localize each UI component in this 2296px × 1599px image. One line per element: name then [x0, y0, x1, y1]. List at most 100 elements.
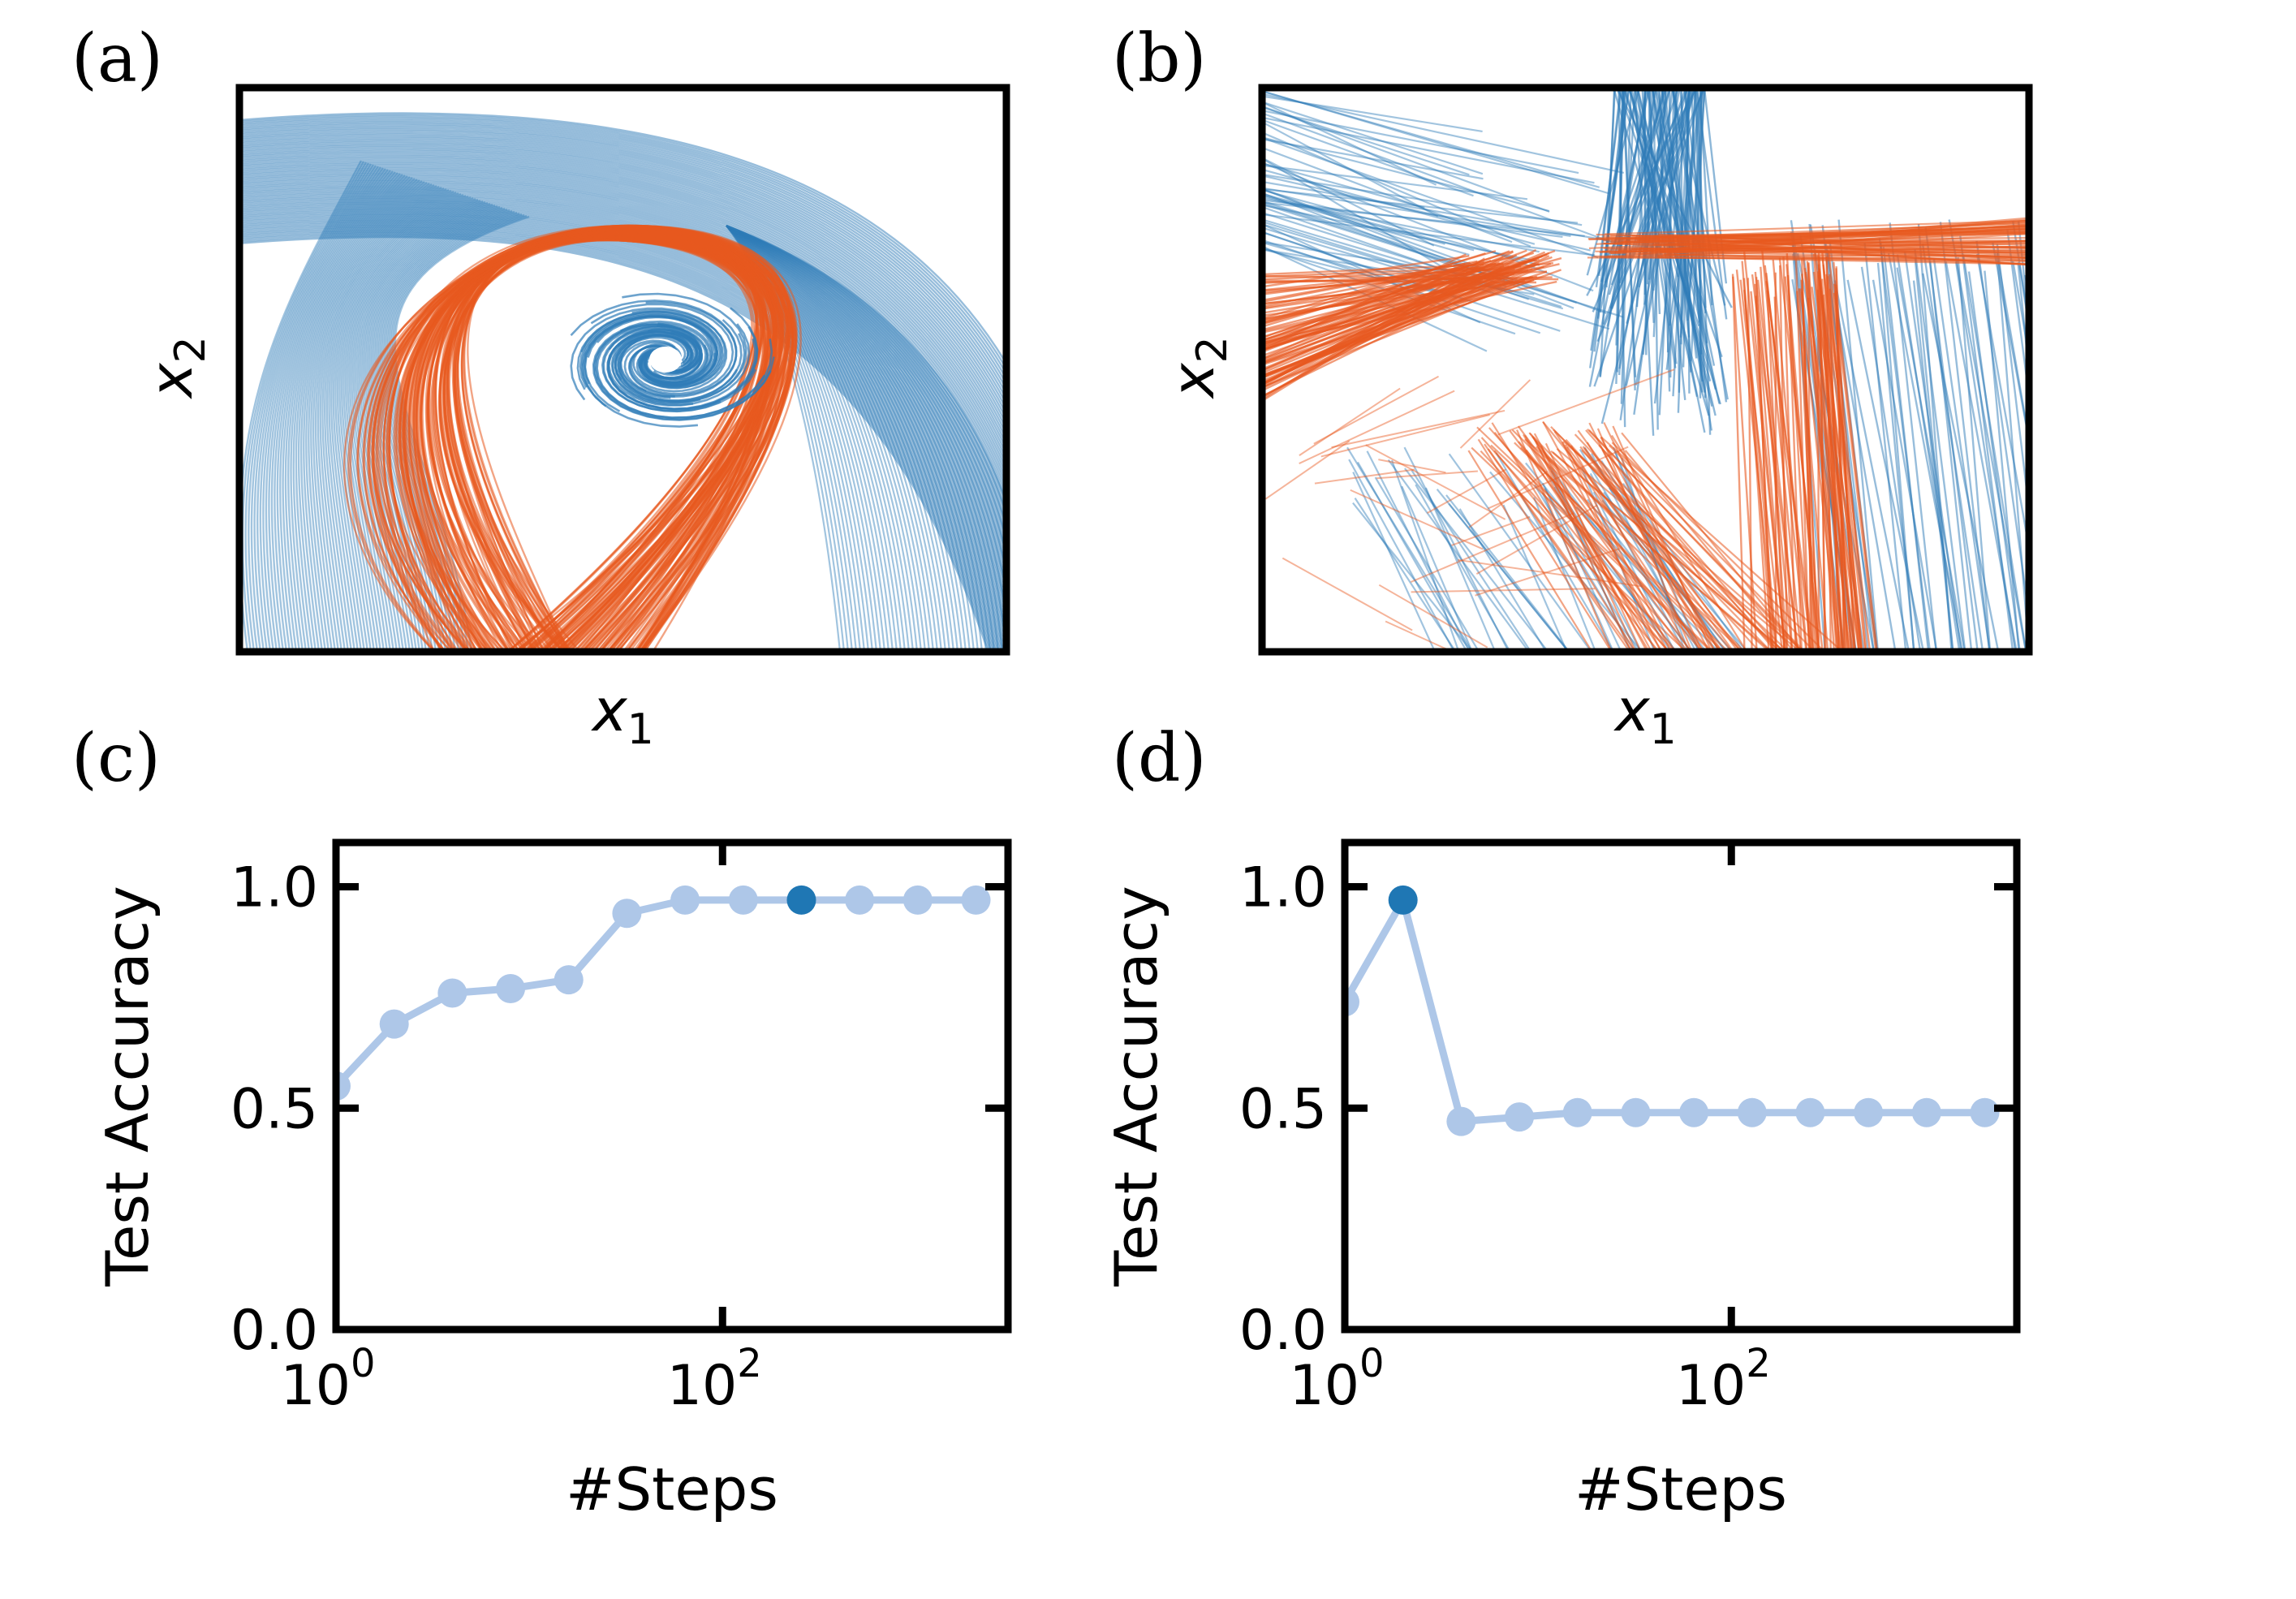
trajectory-line [2024, 274, 2029, 301]
trajectory-line [1556, 448, 1802, 652]
panel-c-data-point [496, 974, 526, 1003]
trajectory-line [1262, 263, 1484, 403]
trajectory-line [1754, 271, 1794, 652]
trajectory-line [239, 219, 1003, 652]
trajectory-line [726, 225, 967, 652]
trajectory-line [1585, 429, 1785, 652]
trajectory-line [323, 186, 440, 652]
trajectory-line [1262, 195, 1470, 256]
trajectory-line [239, 171, 1006, 531]
trajectory-line [1436, 488, 1570, 652]
trajectory-line [1262, 119, 1474, 197]
trajectory-line [726, 225, 959, 652]
trajectory-line [2006, 229, 2029, 404]
trajectory-line [1320, 413, 1490, 458]
trajectory-line [1350, 489, 1484, 550]
trajectory-line [1354, 498, 1457, 652]
trajectory-line [279, 171, 396, 652]
trajectory-line [239, 210, 1006, 641]
trajectory-line [726, 225, 988, 652]
trajectory-line [726, 224, 992, 652]
panel-label-d: (d) [1112, 720, 1206, 797]
trajectory-line [1262, 175, 1591, 252]
trajectory-line [1264, 440, 1350, 500]
panel-d-data-point [1621, 1097, 1651, 1127]
trajectory-line [239, 232, 993, 652]
trajectory-line [726, 225, 984, 652]
panel-c-data-point [902, 885, 933, 915]
trajectory-line [1487, 448, 1635, 652]
trajectory-line [439, 239, 766, 652]
trajectory-line [1262, 252, 1535, 344]
trajectory-line [1732, 276, 1758, 652]
trajectory-line [239, 136, 1006, 430]
trajectory-line [1458, 558, 1643, 588]
trajectory-line [239, 144, 1006, 455]
trajectory-line [1945, 261, 2018, 652]
trajectory-line [239, 222, 1002, 652]
panel-c-ytick-label: 1.0 [230, 856, 318, 920]
trajectory-line [1603, 247, 2029, 251]
panel-d-ytick-label: 1.0 [1239, 856, 1327, 920]
trajectory-line [239, 231, 994, 652]
trajectory-line [1299, 390, 1455, 464]
trajectory-line [1262, 278, 1494, 351]
panel-d-series [1345, 885, 2000, 1136]
trajectory-line [1599, 88, 1648, 378]
panel-label-a: (a) [71, 20, 163, 97]
trajectory-line [1262, 187, 1571, 237]
panel-c-data-point [437, 978, 467, 1008]
trajectory-line [239, 167, 1006, 520]
trajectory-line [1624, 450, 1795, 652]
panel-d-frame [1341, 838, 2021, 1334]
trajectory-line [239, 149, 1006, 470]
trajectory-line [239, 124, 1006, 399]
trajectory-line [1475, 548, 1620, 597]
trajectory-line [338, 191, 457, 652]
trajectory-line [1577, 429, 1740, 652]
trajectory-line [726, 225, 943, 652]
panel-d-data-point [1911, 1097, 1941, 1127]
trajectory-line [1262, 110, 1579, 175]
trajectory-line [1765, 273, 1807, 652]
trajectory-line [1621, 432, 1803, 652]
trajectory-line [1833, 292, 1877, 652]
trajectory-line [1929, 261, 1973, 652]
trajectory-line [1812, 271, 1860, 652]
trajectory-line [1262, 136, 1549, 212]
trajectory-line [1914, 249, 1966, 652]
trajectory-line [1600, 437, 1721, 652]
trajectory-line [1262, 256, 1504, 349]
trajectory-line [1600, 436, 1845, 652]
trajectory-line [239, 225, 999, 652]
trajectory-line [239, 140, 1006, 445]
trajectory-line [726, 225, 923, 652]
trajectory-line [340, 192, 459, 652]
trajectory-line [1445, 494, 1570, 652]
trajectory-line [1262, 203, 1577, 304]
trajectory-line [1774, 272, 1777, 652]
trajectory-line [1490, 444, 1713, 652]
trajectory-line [239, 126, 1006, 405]
panel-d-ytick-label: 0.0 [1239, 1299, 1327, 1363]
trajectory-line [259, 166, 379, 652]
trajectory-line [726, 224, 1006, 559]
trajectory-line [1626, 88, 1692, 324]
trajectory-line [1821, 257, 1872, 652]
trajectory-line [726, 225, 963, 652]
trajectory-line [239, 114, 1006, 369]
trajectory-line [1357, 461, 1468, 652]
trajectory-line [726, 224, 1006, 506]
trajectory-line [1939, 222, 1991, 652]
panel-c-series-line [336, 896, 976, 1089]
trajectory-line [1262, 105, 1550, 213]
trajectory-line [1628, 88, 1712, 382]
trajectory-line [239, 179, 1006, 550]
trajectory-line [239, 133, 1006, 425]
panel-b-xlabel: x1 [1613, 676, 1677, 754]
trajectory-line [1262, 280, 1466, 305]
trajectory-line [321, 185, 437, 652]
trajectory-line [1592, 88, 1690, 312]
trajectory-line [726, 225, 919, 652]
